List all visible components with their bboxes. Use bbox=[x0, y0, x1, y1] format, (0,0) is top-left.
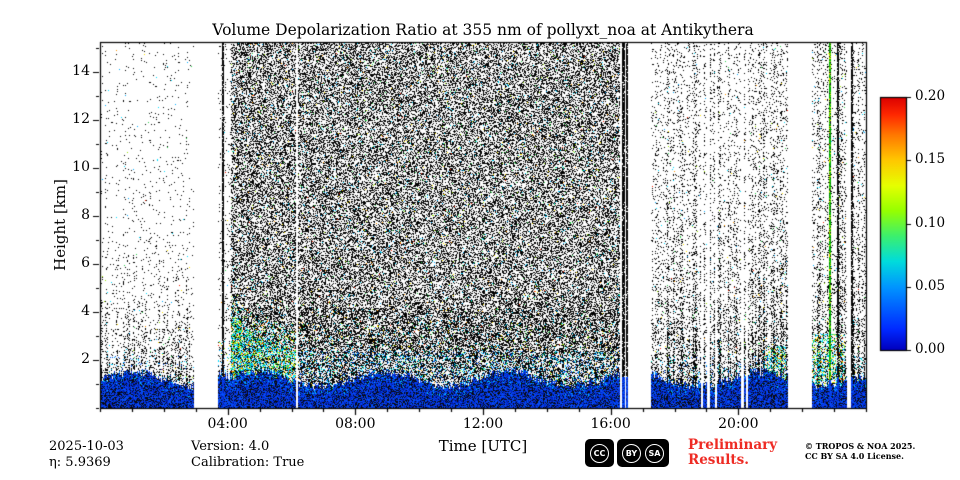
y-axis-label: Height [km] bbox=[51, 179, 69, 271]
copyright-line1: © TROPOS & NOA 2025. bbox=[805, 441, 916, 451]
cc-by-sa-box: BY SA bbox=[617, 439, 669, 467]
copyright-label: © TROPOS & NOA 2025. CC BY SA 4.0 Licens… bbox=[805, 441, 916, 461]
sa-icon: SA bbox=[645, 443, 664, 463]
version-label: Version: 4.0 bbox=[191, 439, 270, 454]
calibration-label: Calibration: True bbox=[191, 455, 305, 470]
cc-logo-box: CC bbox=[585, 439, 614, 467]
copyright-line2: CC BY SA 4.0 License. bbox=[805, 450, 904, 461]
preliminary-line2: Results. bbox=[688, 452, 749, 468]
cc-icon: CC bbox=[590, 443, 609, 463]
cc-license-badge: CC BY SA bbox=[585, 439, 669, 467]
x-axis-label: Time [UTC] bbox=[438, 437, 528, 455]
date-label: 2025-10-03 bbox=[49, 439, 124, 454]
by-icon: BY bbox=[622, 443, 641, 463]
chart-title: Volume Depolarization Ratio at 355 nm of… bbox=[212, 21, 754, 39]
preliminary-results-label: Preliminary Results. bbox=[688, 438, 777, 468]
preliminary-line1: Preliminary bbox=[688, 437, 778, 453]
eta-label: η: 5.9369 bbox=[49, 455, 111, 470]
